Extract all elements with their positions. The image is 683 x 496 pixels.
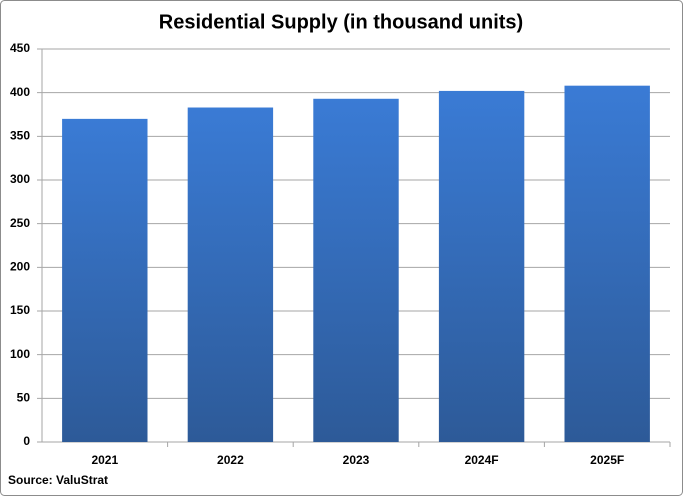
source-note: Source: ValuStrat (8, 473, 108, 487)
y-tick-label: 300 (10, 172, 30, 186)
bar (313, 98, 399, 442)
x-tick-label: 2024F (465, 453, 499, 467)
y-tick-label: 350 (10, 129, 30, 143)
bar (62, 118, 148, 442)
y-tick-label: 400 (10, 85, 30, 99)
y-tick-label: 250 (10, 216, 30, 230)
y-tick-label: 150 (10, 303, 30, 317)
x-tick-label: 2021 (91, 453, 118, 467)
y-tick-label: 450 (10, 41, 30, 55)
bar (187, 107, 274, 442)
bar (438, 90, 525, 443)
y-tick-label: 50 (17, 391, 31, 405)
x-tick-label: 2022 (217, 453, 244, 467)
bar (564, 85, 650, 443)
y-tick-label: 100 (10, 347, 30, 361)
x-tick-label: 2025F (590, 453, 624, 467)
y-tick-label: 0 (23, 434, 30, 448)
y-tick-label: 200 (10, 260, 30, 274)
chart-title: Residential Supply (in thousand units) (159, 11, 523, 33)
x-tick-label: 2023 (343, 453, 370, 467)
